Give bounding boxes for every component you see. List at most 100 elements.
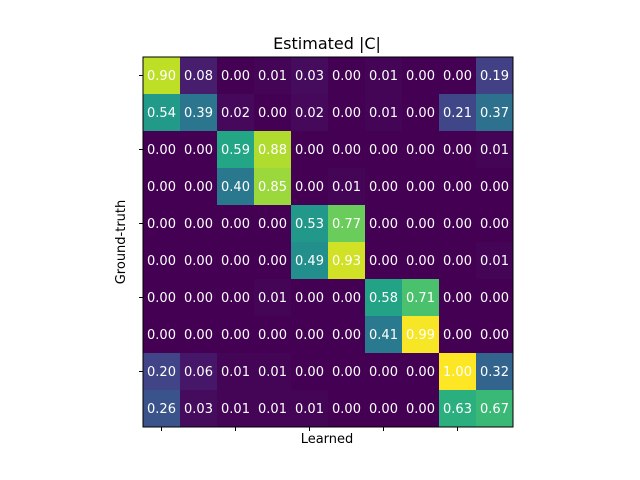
heatmap-cell <box>180 390 218 428</box>
heatmap-value-labels: 0.90 0.08 0.00 0.01 0.03 0.00 0.01 0.00 0.00 0.19… <box>147 69 509 417</box>
heatmap-cell <box>402 390 440 428</box>
heatmap-cell <box>217 390 255 428</box>
cell-value-label: 0.01 <box>369 69 398 84</box>
heatmap-cell <box>143 279 181 317</box>
cell-value-label: 0.03 <box>295 69 324 84</box>
cell-value-label: 0.49 <box>295 254 324 269</box>
heatmap-cell <box>402 279 440 317</box>
heatmap-cell <box>476 94 514 132</box>
heatmap-cell <box>180 242 218 280</box>
cell-value-label: 0.00 <box>184 328 213 343</box>
heatmap-cell <box>291 94 329 132</box>
heatmap-cell <box>217 57 255 95</box>
cell-value-label: 0.00 <box>443 69 472 84</box>
cell-value-label: 0.99 <box>406 328 435 343</box>
cell-value-label: 0.71 <box>406 291 435 306</box>
heatmap-cell <box>402 316 440 354</box>
cell-value-label: 0.00 <box>147 254 176 269</box>
cell-value-label: 0.01 <box>480 254 509 269</box>
cell-value-label: 0.63 <box>443 402 472 417</box>
cell-value-label: 0.88 <box>258 143 287 158</box>
cell-value-label: 0.00 <box>406 217 435 232</box>
heatmap-cell <box>291 316 329 354</box>
cell-value-label: 0.03 <box>184 402 213 417</box>
cell-value-label: 0.01 <box>258 402 287 417</box>
cell-value-label: 0.02 <box>221 106 250 121</box>
heatmap-cell <box>365 390 403 428</box>
heatmap-cell <box>217 205 255 243</box>
heatmap-cell <box>291 279 329 317</box>
heatmap-cell <box>439 390 477 428</box>
heatmap-cell <box>291 57 329 95</box>
heatmap-cell <box>365 316 403 354</box>
heatmap-cell <box>180 131 218 169</box>
heatmap-cell <box>143 390 181 428</box>
heatmap-cell <box>476 316 514 354</box>
heatmap-cell <box>476 353 514 391</box>
cell-value-label: 0.01 <box>221 365 250 380</box>
cell-value-label: 0.00 <box>406 365 435 380</box>
heatmap-cell <box>328 316 366 354</box>
heatmap-cell <box>402 168 440 206</box>
heatmap-cell <box>439 316 477 354</box>
cell-value-label: 0.00 <box>184 143 213 158</box>
cell-value-label: 0.20 <box>147 365 176 380</box>
heatmap-cell <box>328 279 366 317</box>
heatmap-cell <box>217 242 255 280</box>
heatmap-cell <box>143 131 181 169</box>
cell-value-label: 0.00 <box>406 106 435 121</box>
heatmap-cell <box>254 57 292 95</box>
cell-value-label: 0.53 <box>295 217 324 232</box>
cell-value-label: 0.08 <box>184 69 213 84</box>
heatmap-cell <box>180 205 218 243</box>
cell-value-label: 0.00 <box>184 291 213 306</box>
y-axis-label: Ground-truth <box>114 200 129 285</box>
cell-value-label: 0.00 <box>406 69 435 84</box>
heatmap-cell <box>439 353 477 391</box>
cell-value-label: 0.00 <box>406 402 435 417</box>
heatmap-cell <box>476 390 514 428</box>
chart-title: Estimated |C| <box>273 34 381 53</box>
cell-value-label: 0.00 <box>480 217 509 232</box>
heatmap-cell <box>439 242 477 280</box>
heatmap-cell <box>328 242 366 280</box>
heatmap-cell <box>143 316 181 354</box>
cell-value-label: 0.02 <box>295 106 324 121</box>
cell-value-label: 0.00 <box>332 69 361 84</box>
heatmap-cell <box>328 390 366 428</box>
cell-value-label: 0.77 <box>332 217 361 232</box>
heatmap-cell <box>217 168 255 206</box>
heatmap-cell <box>217 279 255 317</box>
cell-value-label: 0.00 <box>369 365 398 380</box>
heatmap-cell <box>254 279 292 317</box>
cell-value-label: 0.00 <box>443 143 472 158</box>
cell-value-label: 0.00 <box>295 328 324 343</box>
cell-value-label: 0.26 <box>147 402 176 417</box>
heatmap-cell <box>217 316 255 354</box>
cell-value-label: 0.00 <box>221 217 250 232</box>
cell-value-label: 0.41 <box>369 328 398 343</box>
cell-value-label: 0.39 <box>184 106 213 121</box>
heatmap-cell <box>254 168 292 206</box>
heatmap-cell <box>365 94 403 132</box>
heatmap-cell <box>328 131 366 169</box>
heatmap-cell <box>143 242 181 280</box>
heatmap-cell <box>291 131 329 169</box>
cell-value-label: 0.00 <box>295 143 324 158</box>
cell-value-label: 0.00 <box>184 217 213 232</box>
cell-value-label: 0.00 <box>147 328 176 343</box>
heatmap-cell <box>180 316 218 354</box>
cell-value-label: 0.00 <box>147 143 176 158</box>
cell-value-label: 0.01 <box>221 402 250 417</box>
heatmap-cell <box>254 94 292 132</box>
cell-value-label: 0.00 <box>406 254 435 269</box>
heatmap-cell <box>180 353 218 391</box>
heatmap-cell <box>328 94 366 132</box>
cell-value-label: 0.01 <box>258 69 287 84</box>
heatmap-cell <box>217 353 255 391</box>
cell-value-label: 0.54 <box>147 106 176 121</box>
heatmap-cell <box>439 94 477 132</box>
cell-value-label: 0.01 <box>258 365 287 380</box>
heatmap-cell <box>476 168 514 206</box>
